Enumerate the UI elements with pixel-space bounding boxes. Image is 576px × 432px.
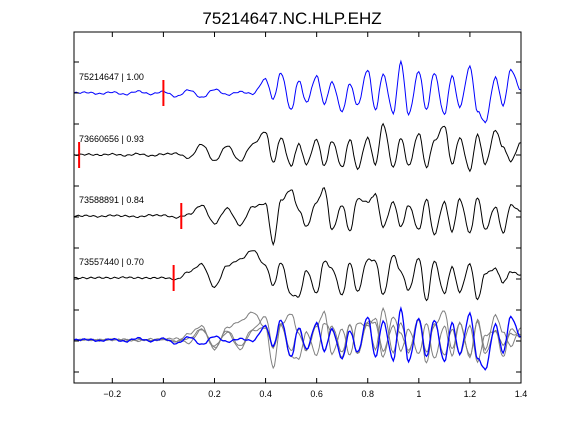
trace-label-3: 73588891 | 0.84 [79,195,144,205]
x-tick-label: 0.2 [208,389,221,399]
x-tick-label: −0.2 [103,389,121,399]
x-tick-label: 1.4 [515,389,528,399]
trace-line-1 [73,59,522,124]
trace-label-2: 73660656 | 0.93 [79,134,144,144]
x-tick-label: 1.2 [464,389,477,399]
x-axis: −0.2 0 0.2 0.4 0.6 0.8 1 1.2 1.4 [103,32,527,399]
y-axis-ticks [74,61,521,373]
axes-frame [73,31,522,384]
trace-label-4: 73557440 | 0.70 [79,257,144,267]
trace-line-2 [73,122,522,173]
stack-gray-trace-3 [73,311,522,364]
chart-title: 75214647.NC.HLP.EHZ [202,9,381,28]
stack-template-trace [73,305,522,371]
x-tick-label: 0.6 [310,389,323,399]
x-tick-label: 0.8 [361,389,374,399]
trace-line-3 [73,187,522,247]
x-tick-label: 1 [416,389,421,399]
x-tick-label: 0 [161,389,166,399]
x-tick-label: 0.4 [259,389,272,399]
trace-label-1: 75214647 | 1.00 [79,72,144,82]
plot-area: 75214647 | 1.00 73660656 | 0.93 73588891 |… [73,59,522,371]
trace-line-4 [73,250,522,302]
